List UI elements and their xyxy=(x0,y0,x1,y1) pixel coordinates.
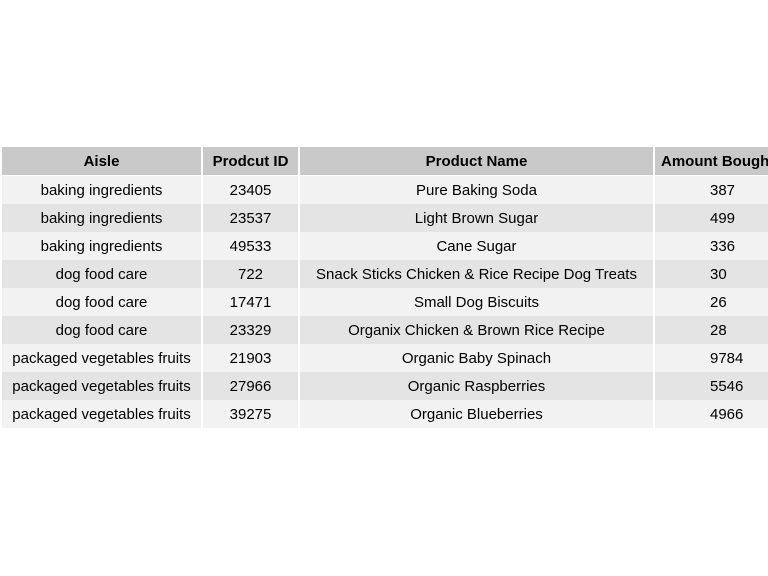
table-row: packaged vegetables fruits 39275 Organic… xyxy=(2,400,768,428)
column-header-product-id: Prodcut ID xyxy=(203,147,300,176)
table-row: baking ingredients 23537 Light Brown Sug… xyxy=(2,204,768,232)
table-row: baking ingredients 49533 Cane Sugar 336 xyxy=(2,232,768,260)
cell-amount-bought: 499 xyxy=(655,204,768,232)
cell-amount-bought: 28 xyxy=(655,316,768,344)
cell-amount-bought: 5546 xyxy=(655,372,768,400)
cell-aisle: packaged vegetables fruits xyxy=(2,372,203,400)
table-row: packaged vegetables fruits 21903 Organic… xyxy=(2,344,768,372)
table-header-row: Aisle Prodcut ID Product Name Amount Bou… xyxy=(2,147,768,176)
cell-product-name: Snack Sticks Chicken & Rice Recipe Dog T… xyxy=(300,260,655,288)
cell-product-id: 21903 xyxy=(203,344,300,372)
cell-product-name: Small Dog Biscuits xyxy=(300,288,655,316)
cell-product-name: Organic Baby Spinach xyxy=(300,344,655,372)
cell-amount-bought: 387 xyxy=(655,176,768,204)
cell-product-id: 49533 xyxy=(203,232,300,260)
cell-product-name: Organic Raspberries xyxy=(300,372,655,400)
cell-product-id: 23329 xyxy=(203,316,300,344)
cell-aisle: baking ingredients xyxy=(2,204,203,232)
cell-aisle: dog food care xyxy=(2,316,203,344)
column-header-aisle: Aisle xyxy=(2,147,203,176)
table-row: dog food care 722 Snack Sticks Chicken &… xyxy=(2,260,768,288)
cell-product-id: 39275 xyxy=(203,400,300,428)
cell-product-id: 722 xyxy=(203,260,300,288)
cell-amount-bought: 4966 xyxy=(655,400,768,428)
data-table-container: Aisle Prodcut ID Product Name Amount Bou… xyxy=(2,147,768,428)
column-header-product-name: Product Name xyxy=(300,147,655,176)
column-header-amount-bought: Amount Bought xyxy=(655,147,768,176)
cell-aisle: dog food care xyxy=(2,260,203,288)
cell-product-id: 17471 xyxy=(203,288,300,316)
cell-aisle: baking ingredients xyxy=(2,176,203,204)
cell-product-id: 23537 xyxy=(203,204,300,232)
cell-aisle: baking ingredients xyxy=(2,232,203,260)
cell-product-name: Organic Blueberries xyxy=(300,400,655,428)
cell-product-name: Organix Chicken & Brown Rice Recipe xyxy=(300,316,655,344)
table-row: dog food care 23329 Organix Chicken & Br… xyxy=(2,316,768,344)
product-table: Aisle Prodcut ID Product Name Amount Bou… xyxy=(2,147,768,428)
cell-product-id: 23405 xyxy=(203,176,300,204)
cell-product-name: Cane Sugar xyxy=(300,232,655,260)
table-row: packaged vegetables fruits 27966 Organic… xyxy=(2,372,768,400)
cell-amount-bought: 336 xyxy=(655,232,768,260)
cell-amount-bought: 30 xyxy=(655,260,768,288)
table-row: baking ingredients 23405 Pure Baking Sod… xyxy=(2,176,768,204)
cell-aisle: dog food care xyxy=(2,288,203,316)
cell-product-id: 27966 xyxy=(203,372,300,400)
cell-amount-bought: 26 xyxy=(655,288,768,316)
table-row: dog food care 17471 Small Dog Biscuits 2… xyxy=(2,288,768,316)
cell-aisle: packaged vegetables fruits xyxy=(2,344,203,372)
cell-amount-bought: 9784 xyxy=(655,344,768,372)
cell-product-name: Light Brown Sugar xyxy=(300,204,655,232)
cell-aisle: packaged vegetables fruits xyxy=(2,400,203,428)
cell-product-name: Pure Baking Soda xyxy=(300,176,655,204)
